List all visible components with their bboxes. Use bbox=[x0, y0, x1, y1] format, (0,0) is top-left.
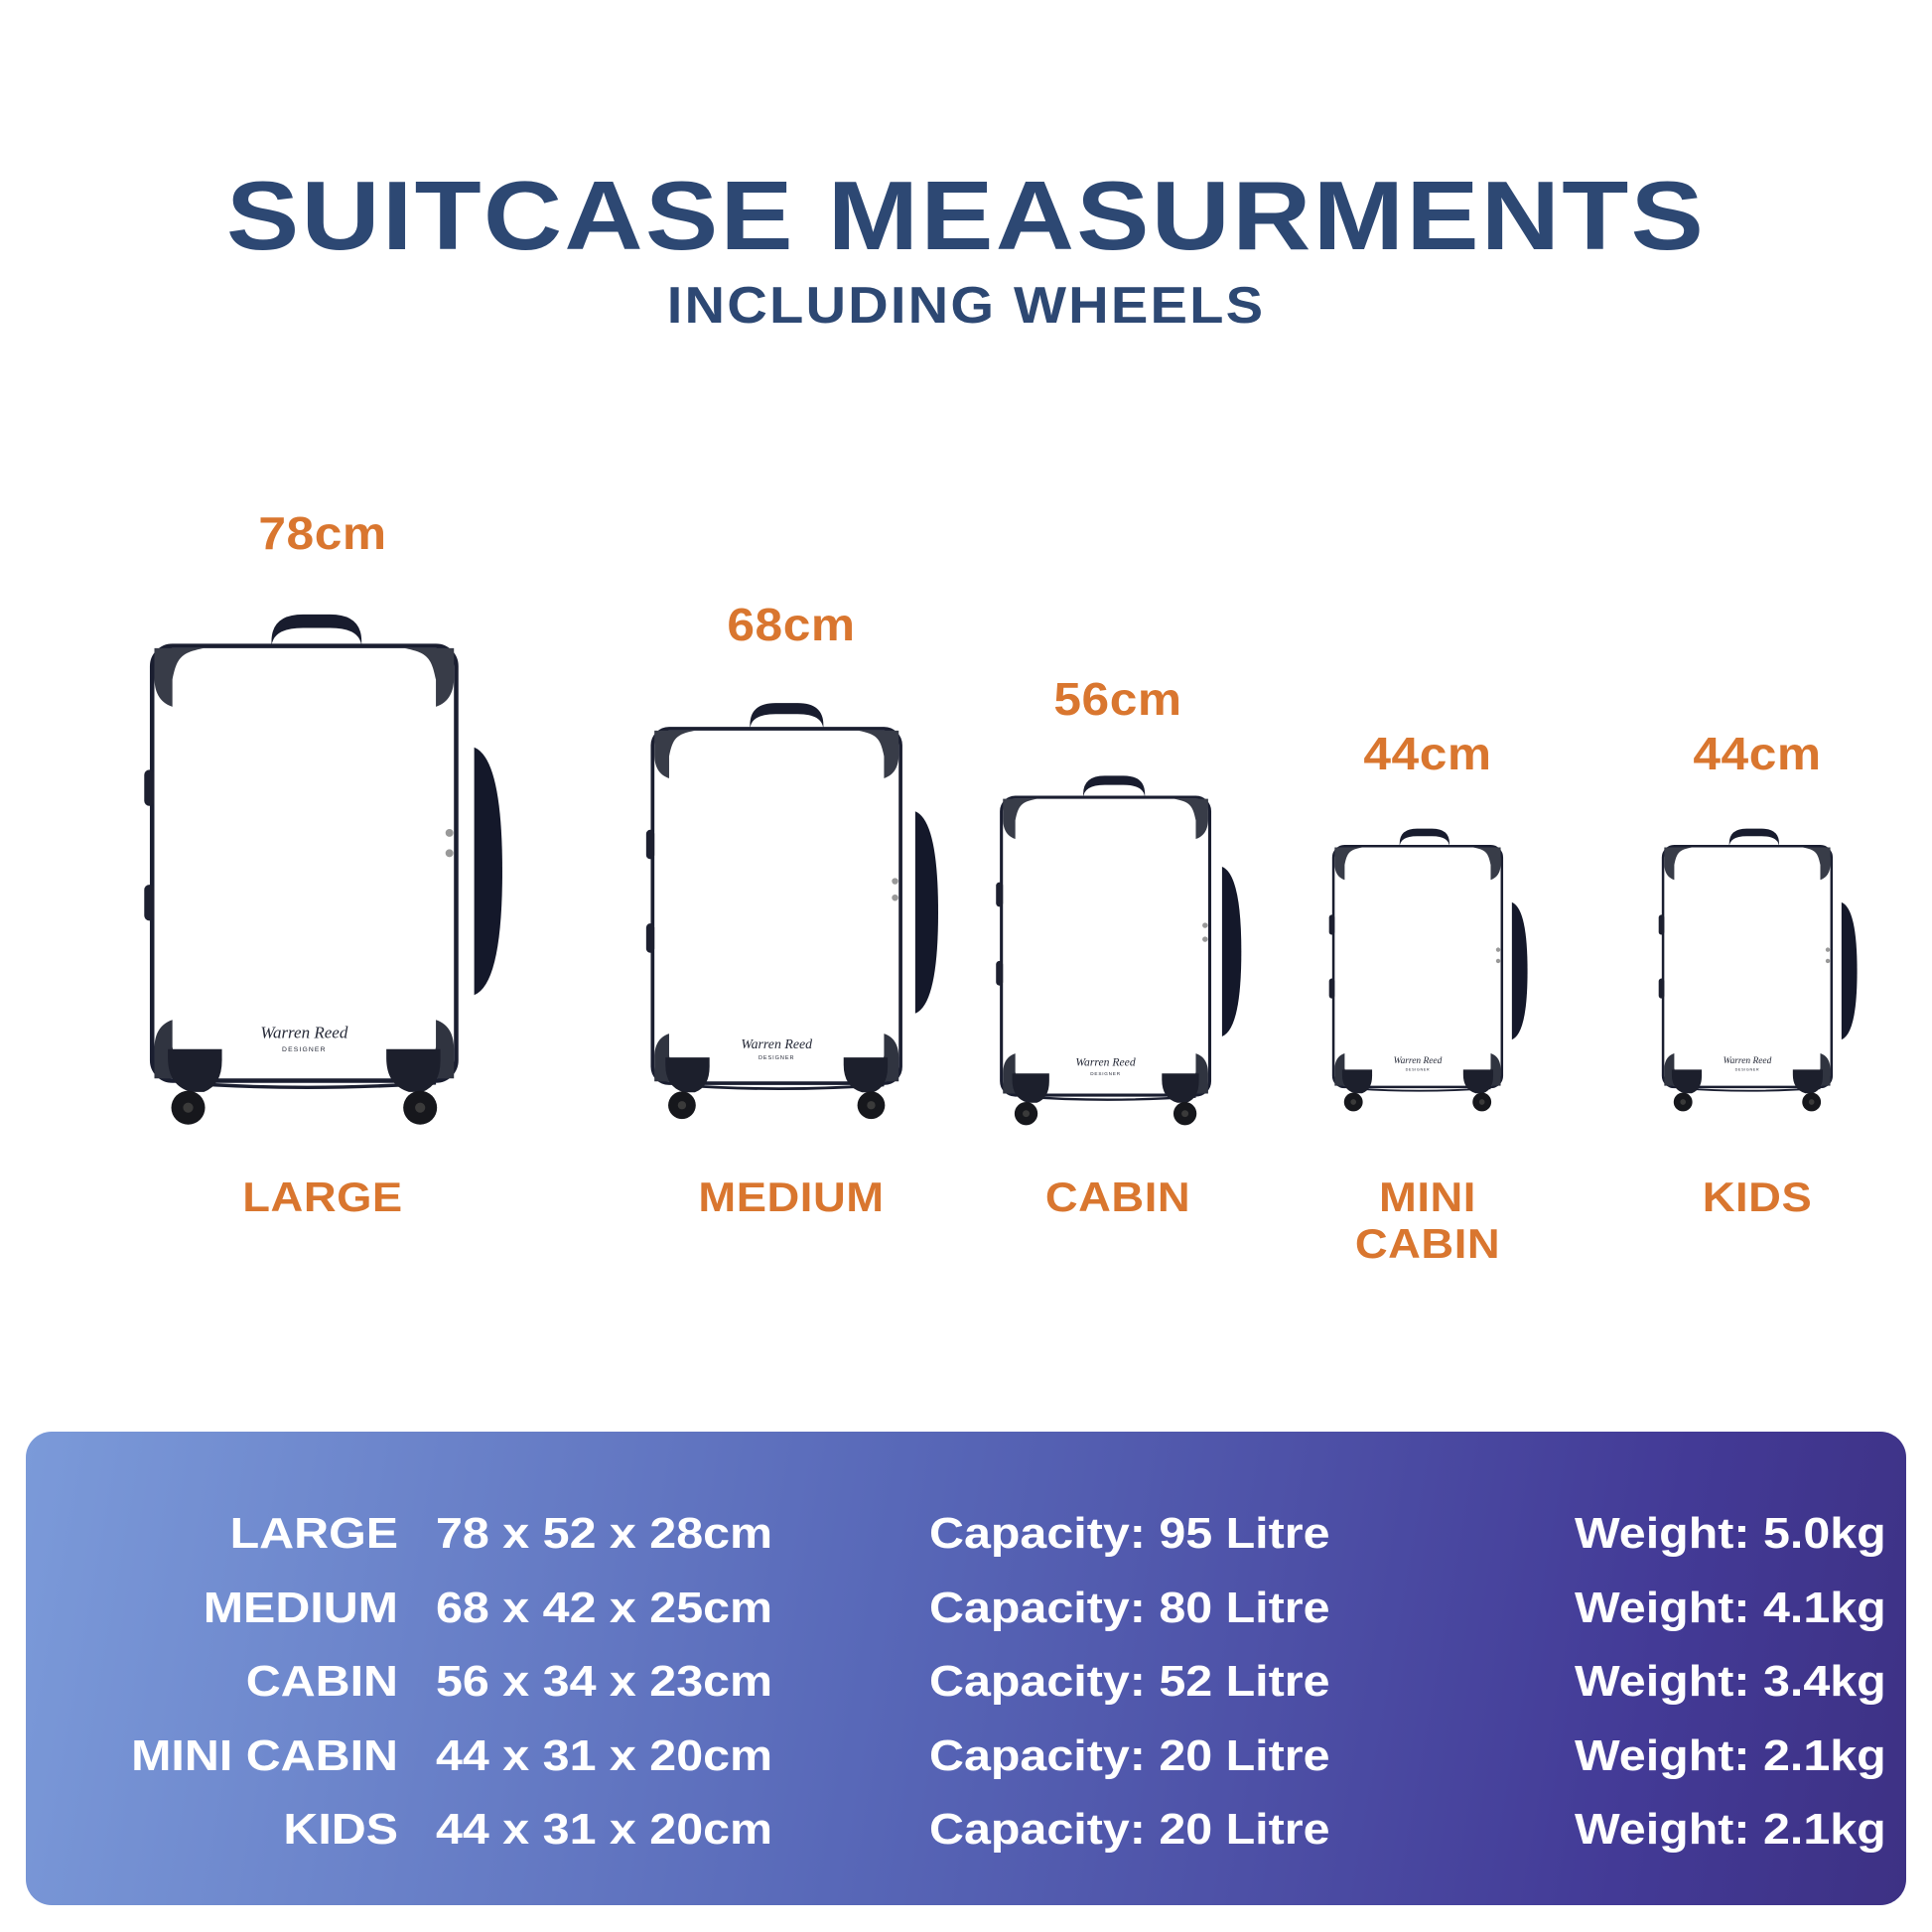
svg-text:Warren Reed: Warren Reed bbox=[1075, 1056, 1135, 1069]
svg-text:Warren Reed: Warren Reed bbox=[741, 1037, 812, 1052]
svg-text:DESIGNER: DESIGNER bbox=[282, 1046, 327, 1053]
svg-text:DESIGNER: DESIGNER bbox=[1734, 1068, 1759, 1072]
svg-text:Warren Reed: Warren Reed bbox=[1393, 1056, 1442, 1066]
svg-text:DESIGNER: DESIGNER bbox=[1405, 1068, 1430, 1072]
svg-text:DESIGNER: DESIGNER bbox=[1090, 1071, 1121, 1076]
svg-text:Warren Reed: Warren Reed bbox=[1723, 1056, 1771, 1066]
svg-text:Warren Reed: Warren Reed bbox=[261, 1023, 348, 1041]
svg-text:DESIGNER: DESIGNER bbox=[759, 1055, 794, 1061]
